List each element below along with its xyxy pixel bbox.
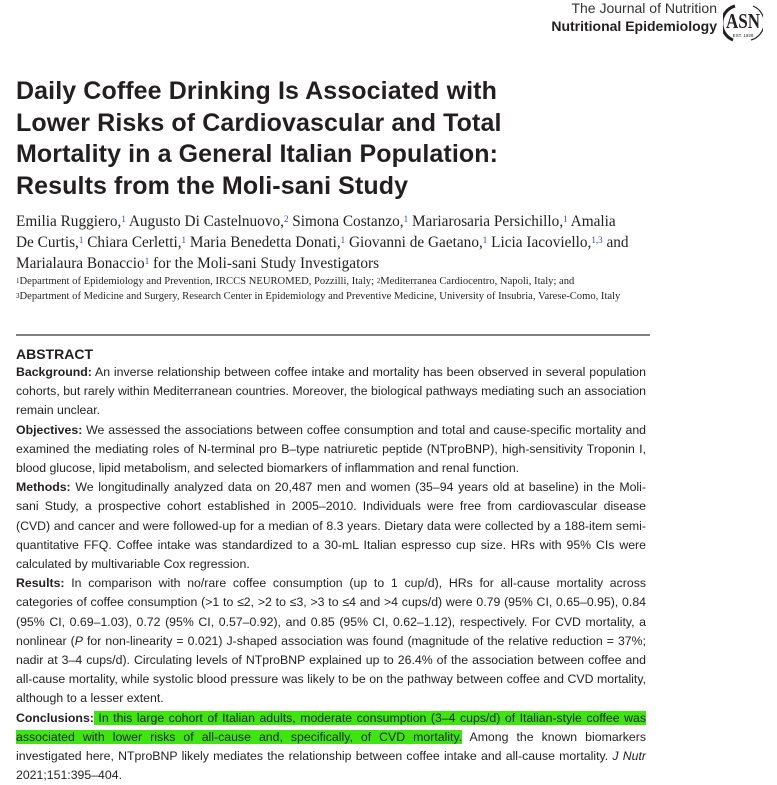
affiliation-text: Department of Medicine and Surgery, Rese…	[19, 291, 621, 302]
title-line: Lower Risks of Cardiovascular and Total	[16, 108, 502, 137]
author-name: Chiara Cerletti,	[87, 234, 182, 251]
author-name: and Marialaura Bonaccio	[16, 234, 629, 272]
abstract-objectives: Objectives: We assessed the associations…	[16, 421, 646, 479]
affiliation-ref[interactable]: 1	[121, 214, 126, 224]
objectives-text: We assessed the associations between cof…	[16, 422, 646, 476]
objectives-label: Objectives:	[16, 422, 83, 437]
affiliation-ref[interactable]: 2	[283, 214, 289, 224]
results-text: for non-linearity = 0.021) J-shaped asso…	[16, 633, 646, 706]
affiliation-number: 3	[16, 292, 20, 300]
author-list: Emilia Ruggiero,1 Augusto Di Castelnuovo…	[16, 211, 636, 274]
abstract-results: Results: In comparison with no/rare coff…	[16, 574, 646, 708]
author-name: Mariarosaria Persichillo,	[411, 213, 564, 230]
affiliation-ref[interactable]: 1	[144, 256, 150, 266]
journal-header: The Journal of Nutrition Nutritional Epi…	[551, 0, 717, 35]
asn-logo-icon: ASN EST. 1928	[723, 4, 763, 42]
title-line: Mortality in a General Italian Populatio…	[16, 140, 499, 168]
author-name: Emilia Ruggiero,	[16, 213, 122, 230]
affiliation-ref[interactable]: 1	[340, 235, 346, 245]
author-name: Licia Iacoviello,	[491, 234, 592, 251]
title-line: Daily Coffee Drinking Is Associated with	[16, 77, 497, 105]
svg-text:EST. 1928: EST. 1928	[733, 33, 754, 38]
affiliation-ref[interactable]: 1	[78, 235, 84, 245]
affiliation-ref[interactable]: 1	[482, 235, 488, 245]
results-label: Results:	[16, 576, 65, 591]
authors-suffix: for the Moli-sani Study Investigators	[149, 255, 380, 272]
author-name: Giovanni de Gaetano,	[348, 234, 483, 251]
title-line: Results from the Moli-sani Study	[16, 171, 409, 200]
affiliation-number: 2	[376, 277, 381, 285]
citation-journal: J Nutr	[612, 749, 646, 764]
p-value-symbol: P	[74, 633, 83, 648]
affiliation-ref[interactable]: 1	[181, 235, 187, 245]
section-divider	[16, 334, 650, 336]
methods-text: We longitudinally analyzed data on 20,48…	[16, 480, 646, 572]
journal-name: The Journal of Nutrition	[571, 0, 717, 16]
citation-details: 2021;151:395–404.	[16, 768, 122, 783]
results-text: In comparison with no/rare coffee consum…	[16, 576, 646, 648]
conclusions-label: Conclusions:	[16, 710, 94, 725]
abstract-background: Background: An inverse relationship betw…	[16, 363, 646, 421]
background-label: Background:	[16, 365, 92, 379]
background-text: An inverse relationship between coffee i…	[16, 365, 646, 418]
conclusions-text: Among the known biomarkers investigated …	[16, 729, 646, 764]
abstract-heading: ABSTRACT	[16, 346, 93, 362]
affiliation-text: Department of Epidemiology and Preventio…	[19, 276, 377, 287]
article-title: Daily Coffee Drinking Is Associated with…	[16, 76, 606, 202]
affiliation-ref[interactable]: 1	[563, 214, 568, 224]
methods-label: Methods:	[16, 480, 71, 495]
affiliations: 1Department of Epidemiology and Preventi…	[16, 274, 646, 304]
affiliation-text: Mediterranea Cardiocentro, Napoli, Italy…	[380, 276, 575, 287]
abstract-methods: Methods: We longitudinally analyzed data…	[16, 478, 646, 574]
author-name: Amalia De Curtis,	[16, 213, 616, 251]
affiliation-ref[interactable]: 1,3	[591, 235, 603, 245]
affiliation-ref[interactable]: 1	[403, 214, 409, 224]
abstract: ABSTRACT Background: An inverse relation…	[16, 345, 646, 785]
author-name: Maria Benedetta Donati,	[189, 234, 341, 251]
abstract-conclusions: Conclusions: In this large cohort of Ita…	[16, 709, 646, 785]
author-name: Augusto Di Castelnuovo,	[128, 213, 284, 230]
svg-text:ASN: ASN	[726, 11, 760, 34]
section-name: Nutritional Epidemiology	[551, 18, 717, 34]
author-name: Simona Costanzo,	[292, 213, 404, 230]
affiliation-number: 1	[16, 277, 20, 285]
